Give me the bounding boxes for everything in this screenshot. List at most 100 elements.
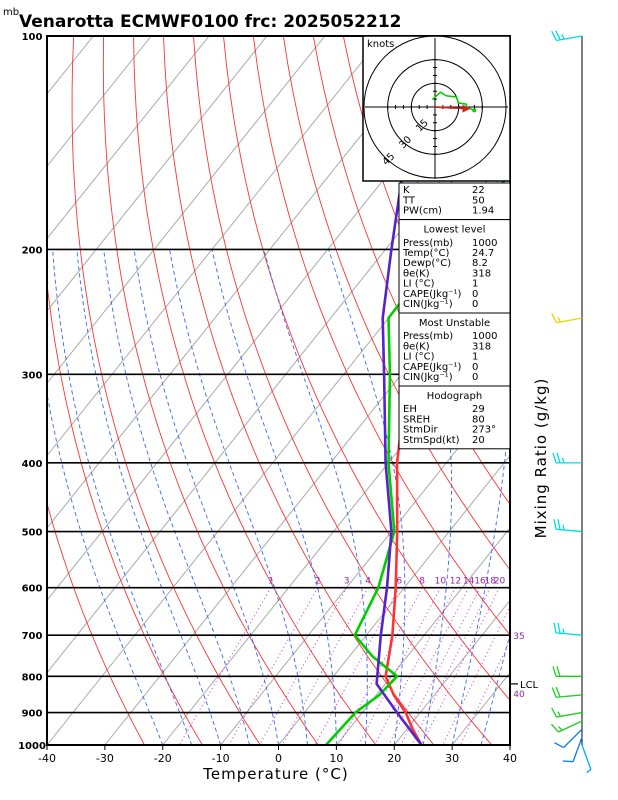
wind-barb (563, 728, 583, 749)
y-tick-label: 600 (22, 584, 43, 595)
wind-barb-feather (551, 687, 557, 698)
isotherm-line (335, 527, 510, 745)
x-tick-label: 30 (445, 752, 459, 765)
mixing-ratio-line (259, 587, 348, 745)
y-tick-label: 400 (22, 459, 43, 470)
hodograph-stats-value: 80 (472, 414, 485, 425)
dry-adiabat-line (553, 36, 618, 745)
isotherm-line (47, 36, 384, 457)
dry-adiabat-line (133, 36, 377, 745)
hodograph-stats-value: 273° (472, 425, 496, 436)
wind-barb-half-feather (561, 457, 565, 464)
wind-barb-half-feather (558, 725, 563, 731)
most-unstable-key: θe(K) (403, 341, 430, 352)
lcl-label: LCL (520, 680, 539, 691)
wind-barb-half-feather (586, 768, 592, 774)
wind-barb-feather (553, 518, 557, 530)
hodograph-stats-value: 20 (472, 435, 485, 446)
lowest-level-value: 8.2 (472, 258, 488, 269)
moist-adiabat-line (408, 249, 453, 745)
most-unstable-key: CAPE(Jkg⁻¹) (403, 362, 461, 373)
moist-adiabat-line (263, 249, 368, 745)
wind-barb (556, 35, 583, 42)
hodograph-stats-key: SREH (403, 414, 430, 425)
most-unstable-value: 0 (472, 372, 478, 383)
x-tick-label: -30 (96, 752, 114, 765)
moist-adiabat-line (211, 249, 337, 745)
x-tick-label: 0 (275, 752, 282, 765)
storm-motion-arrow (462, 104, 471, 113)
hodograph-stats-key: StmSpd(kt) (403, 435, 460, 446)
indices-key: TT (402, 195, 416, 206)
mixing-ratio-line (281, 587, 369, 745)
y-axis-title: Mixing Ratio (g/kg) (532, 378, 550, 539)
isotherm-line (47, 165, 510, 745)
y-tick-label: 300 (22, 370, 43, 381)
dry-adiabat-line (583, 36, 618, 745)
wind-barb-feather (551, 707, 557, 718)
wind-barb-feather (562, 760, 574, 763)
mixing-ratio-label: 20 (494, 577, 506, 587)
mixing-ratio-line (178, 587, 272, 745)
mixing-ratio-label: 2 (315, 577, 321, 587)
mixing-ratio-line (228, 587, 319, 745)
wind-barb (556, 694, 583, 698)
most-unstable-value: 1 (472, 352, 478, 363)
isotherm-line (568, 36, 618, 745)
lowest-level-value: 24.7 (472, 248, 494, 259)
wind-barb-feather (551, 313, 557, 323)
lowest-level-key: Press(mb) (403, 238, 453, 249)
wind-barb-half-feather (557, 317, 561, 323)
lowest-level-key: Dewp(°C) (403, 258, 451, 269)
most-unstable-value: 1000 (472, 331, 497, 342)
dry-adiabat-line (47, 279, 203, 745)
wind-barb-feather (557, 519, 561, 530)
moist-adiabat-line (47, 391, 164, 745)
wind-barb-feather (552, 666, 557, 677)
x-tick-label: -40 (38, 752, 56, 765)
most-unstable-title: Most Unstable (419, 318, 490, 329)
isotherm-line (47, 36, 326, 385)
moist-adiabat-line (480, 632, 510, 745)
mixing-ratio-label: 12 (450, 577, 461, 587)
hodograph-trace (431, 91, 475, 112)
wind-barb (556, 528, 583, 533)
dry-adiabat-line (47, 501, 145, 745)
y-tick-label: 1000 (18, 741, 46, 752)
x-tick-label: 40 (503, 752, 517, 765)
wind-barb-half-feather (561, 34, 565, 40)
x-tick-label: 20 (387, 752, 401, 765)
indices-value: 50 (472, 195, 485, 206)
isotherm-line (47, 36, 210, 240)
lowest-level-box (398, 219, 511, 314)
wind-barb (556, 317, 583, 324)
most-unstable-key: CIN(Jkg⁻¹) (403, 372, 453, 383)
hodograph-unit-label: knots (367, 39, 394, 50)
wind-barb-feather (554, 742, 564, 749)
dry-adiabat-line (71, 36, 261, 745)
dry-adiabat-line (282, 36, 510, 571)
mixing-ratio-line (421, 587, 500, 745)
dry-adiabat-line (492, 36, 510, 84)
most-unstable-box (398, 312, 511, 387)
indices-value: 22 (472, 185, 485, 196)
y-tick-label: 900 (22, 709, 43, 720)
lowest-level-value: 0 (472, 299, 478, 310)
wind-barb-half-feather (562, 524, 565, 531)
wind-barb-feather (556, 452, 561, 464)
mixing-ratio-label: 6 (396, 577, 402, 587)
most-unstable-value: 318 (472, 341, 491, 352)
x-tick-label: -10 (212, 752, 230, 765)
most-unstable-key: LI (°C) (403, 352, 435, 363)
unit-label: mb (3, 7, 19, 18)
x-tick-label: 10 (329, 752, 343, 765)
x-axis-title: Temperature (°C) (202, 765, 348, 783)
wind-barb-feather (555, 30, 561, 41)
lowest-level-key: CAPE(Jkg⁻¹) (403, 289, 461, 300)
theta-e-label: 35 (513, 632, 524, 642)
wind-barb (558, 720, 583, 733)
dry-adiabat-line (193, 36, 493, 745)
moist-adiabat-line (52, 249, 193, 745)
lowest-level-title: Lowest level (424, 225, 486, 236)
